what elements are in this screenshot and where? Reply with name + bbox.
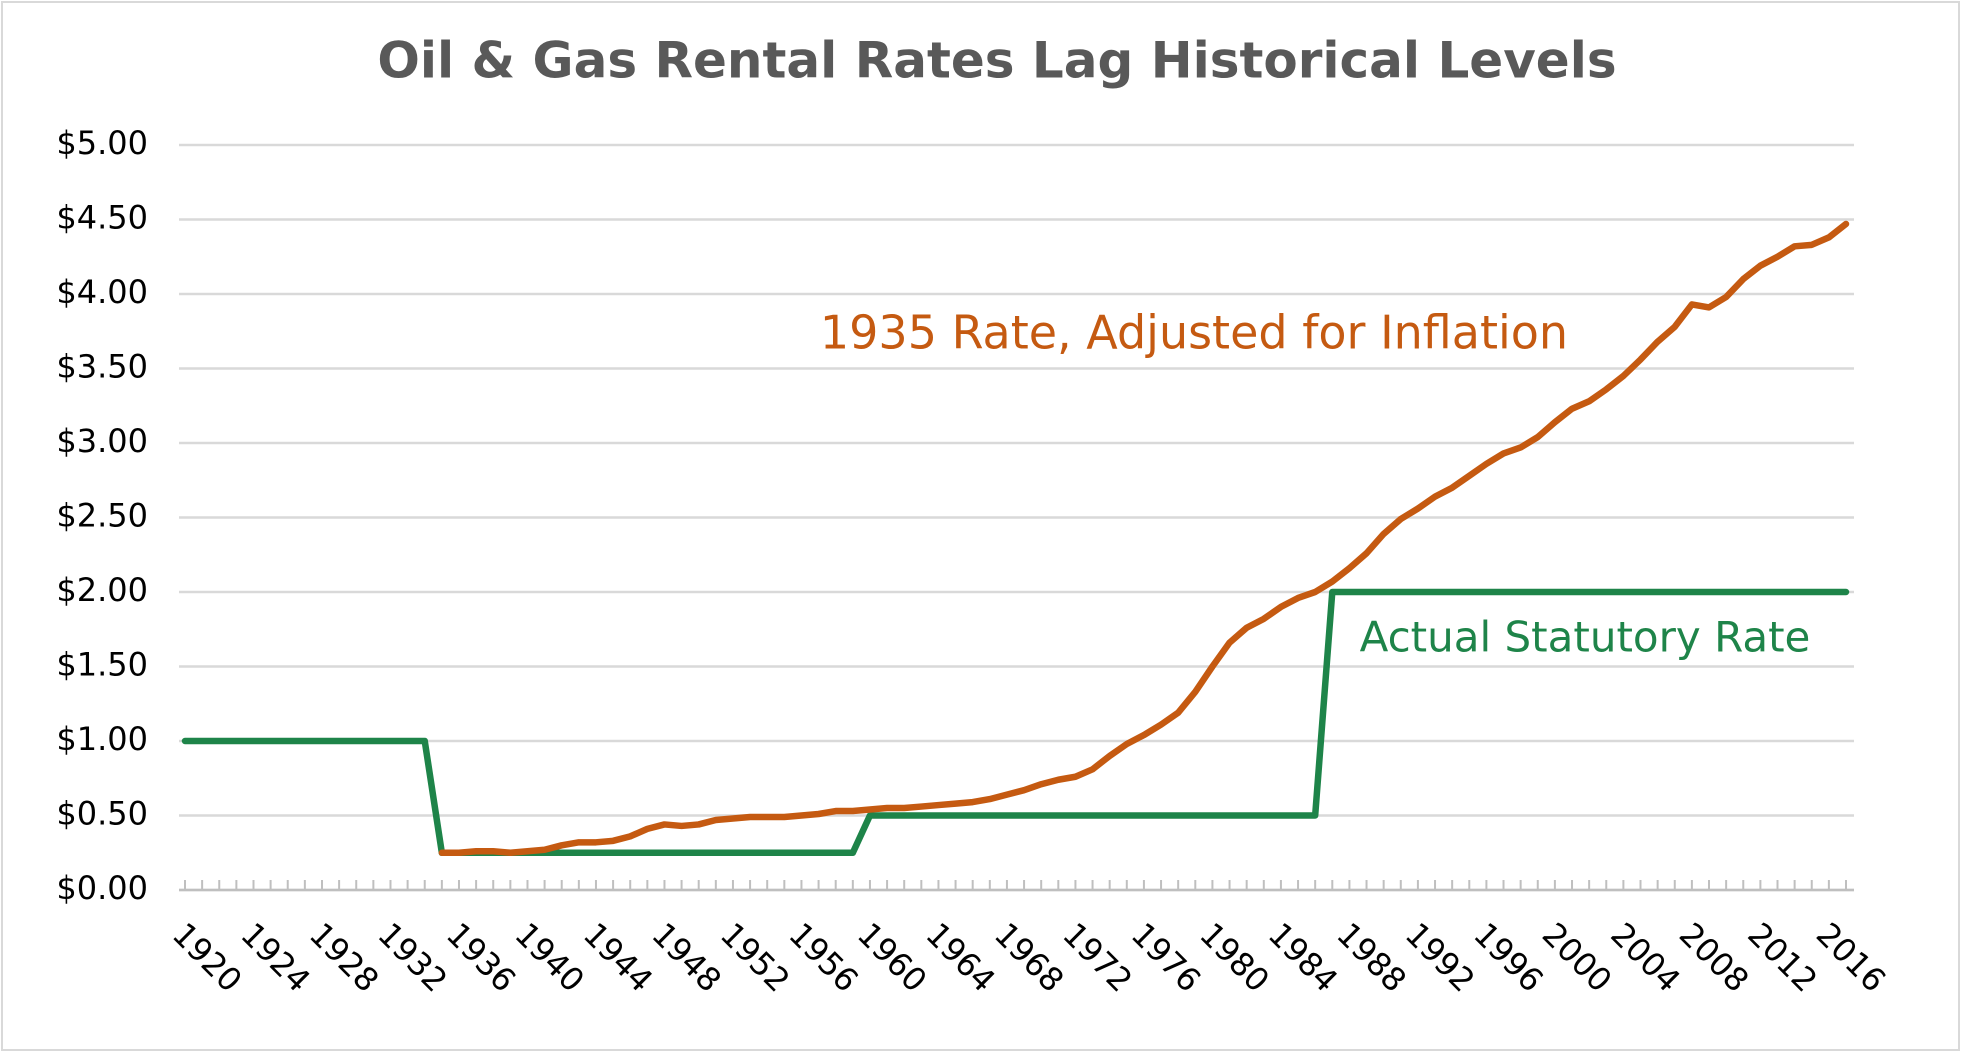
- y-tick-label: $4.00: [56, 273, 148, 311]
- y-tick-label: $4.50: [56, 199, 148, 237]
- y-tick-label: $2.00: [56, 571, 148, 609]
- y-tick-label: $2.50: [56, 497, 148, 535]
- series-label: Actual Statutory Rate: [1360, 613, 1811, 662]
- y-tick-label: $3.00: [56, 422, 148, 460]
- y-tick-label: $0.00: [56, 869, 148, 907]
- y-tick-label: $1.50: [56, 646, 148, 684]
- y-tick-label: $1.00: [56, 720, 148, 758]
- y-tick-label: $0.50: [56, 795, 148, 833]
- y-tick-label: $5.00: [56, 124, 148, 162]
- series-label: 1935 Rate, Adjusted for Inflation: [820, 306, 1568, 360]
- chart-title: Oil & Gas Rental Rates Lag Historical Le…: [377, 32, 1616, 90]
- series-line: [438, 220, 1850, 856]
- y-tick-label: $3.50: [56, 348, 148, 386]
